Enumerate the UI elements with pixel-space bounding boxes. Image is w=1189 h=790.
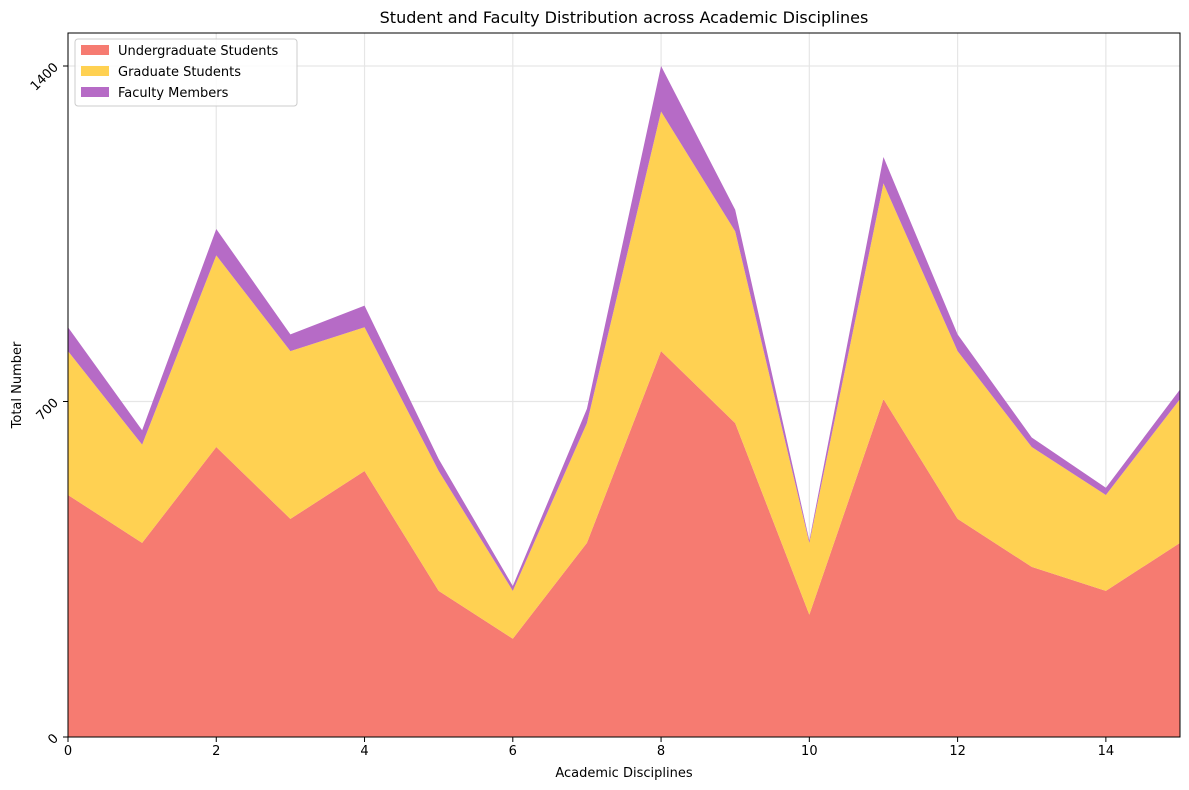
x-tick-label: 2	[212, 744, 220, 759]
x-tick-label: 0	[64, 744, 72, 759]
x-tick-label: 4	[360, 744, 368, 759]
y-tick-label: 1400	[28, 60, 62, 94]
legend-box	[74, 38, 298, 107]
area-graduate-students	[68, 111, 1180, 639]
legend-label: Faculty Members	[118, 86, 229, 101]
x-tick-label: 8	[657, 744, 665, 759]
legend-label: Graduate Students	[118, 65, 241, 80]
y-axis-ticks: 0 700 1400	[28, 60, 68, 748]
legend-swatch	[81, 45, 109, 55]
legend-label: Undergraduate Students	[118, 44, 279, 59]
x-tick-label: 6	[509, 744, 517, 759]
legend-swatch	[81, 66, 109, 76]
legend: Undergraduate Students Graduate Students F…	[74, 38, 298, 107]
y-axis-label: Total Number	[10, 341, 25, 429]
x-axis-ticks: 0 2 4 6 8 10 12 14	[64, 737, 1114, 759]
legend-swatch	[81, 87, 109, 97]
y-tick-label: 0	[45, 731, 61, 747]
area-series	[68, 66, 1180, 737]
x-tick-label: 12	[949, 744, 966, 759]
x-tick-label: 10	[801, 744, 818, 759]
x-tick-label: 14	[1098, 744, 1115, 759]
plot-frame	[67, 32, 1181, 738]
x-axis-label: Academic Disciplines	[555, 766, 692, 781]
y-tick-label: 700	[34, 396, 62, 424]
area-undergraduate-students	[68, 351, 1180, 737]
chart-title: Student and Faculty Distribution across …	[380, 8, 869, 27]
